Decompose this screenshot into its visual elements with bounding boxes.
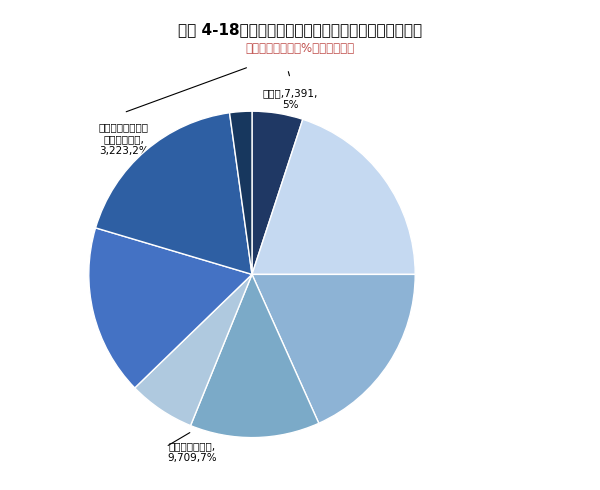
Text: 食品、飲料、酒
類,29,299,
20%: 食品、飲料、酒 類,29,299, 20% xyxy=(314,186,369,219)
Text: （単位：億円）（%は構成比率）: （単位：億円）（%は構成比率） xyxy=(245,42,355,55)
Wedge shape xyxy=(252,119,415,274)
Wedge shape xyxy=(252,274,415,423)
Text: その他,7,391,
5%: その他,7,391, 5% xyxy=(263,88,318,110)
Text: 衣類、服装雑貨
等,26,712,
18%: 衣類、服装雑貨 等,26,712, 18% xyxy=(166,162,221,195)
Wedge shape xyxy=(95,113,252,274)
Wedge shape xyxy=(191,274,319,438)
Wedge shape xyxy=(252,111,303,274)
Text: 図表 4-18：物販系分野内での各カテゴリーの構成比率: 図表 4-18：物販系分野内での各カテゴリーの構成比率 xyxy=(178,22,422,37)
Text: 生活雑貨、家具、イン
テリア,24,721,17%: 生活雑貨、家具、イン テリア,24,721,17% xyxy=(118,293,210,314)
Wedge shape xyxy=(230,111,252,274)
Wedge shape xyxy=(89,228,252,388)
Text: 生活家電、AV
機器、PC・周
辺機器等,
26,838,18%: 生活家電、AV 機器、PC・周 辺機器等, 26,838,18% xyxy=(313,321,382,366)
Wedge shape xyxy=(135,274,252,426)
Text: 書籍、映像・音
楽ソフト,
18,867,13%: 書籍、映像・音 楽ソフト, 18,867,13% xyxy=(228,380,297,414)
Text: 化粧品、医薬品,
9,709,7%: 化粧品、医薬品, 9,709,7% xyxy=(167,441,217,463)
Text: 自動車、自動二輪
車、パーツ等,
3,223,2%: 自動車、自動二輪 車、パーツ等, 3,223,2% xyxy=(98,122,149,156)
